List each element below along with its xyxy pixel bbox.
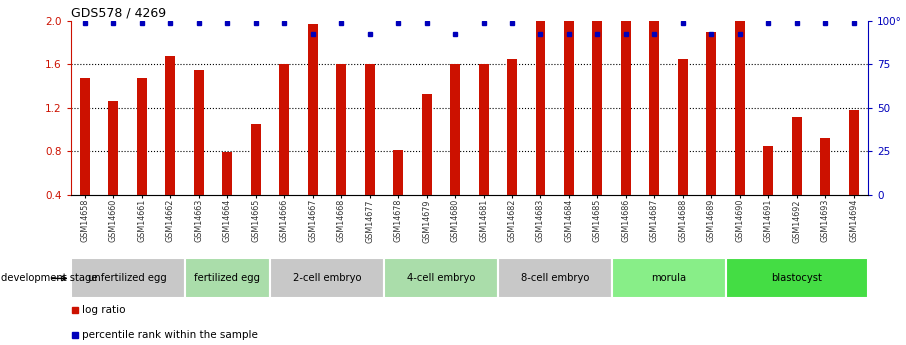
Bar — [593, 21, 602, 195]
Bar — [735, 21, 745, 195]
Bar — [726, 258, 868, 298]
Bar — [109, 101, 119, 195]
Bar — [137, 78, 147, 195]
Bar — [364, 64, 375, 195]
Bar — [251, 124, 261, 195]
Bar — [222, 152, 232, 195]
Bar — [820, 138, 830, 195]
Text: 4-cell embryo: 4-cell embryo — [407, 273, 475, 283]
Bar — [507, 59, 517, 195]
Bar — [478, 64, 488, 195]
Bar — [678, 59, 688, 195]
Bar — [384, 258, 497, 298]
Bar — [308, 24, 318, 195]
Text: fertilized egg: fertilized egg — [194, 273, 260, 283]
Bar — [71, 258, 185, 298]
Text: log ratio: log ratio — [82, 305, 125, 315]
Text: development stage: development stage — [1, 273, 97, 283]
Bar — [612, 258, 726, 298]
Bar — [279, 64, 289, 195]
Bar — [792, 117, 802, 195]
Text: 8-cell embryo: 8-cell embryo — [521, 273, 589, 283]
Bar — [535, 21, 545, 195]
Bar — [270, 258, 384, 298]
Bar — [707, 32, 717, 195]
Text: unfertilized egg: unfertilized egg — [88, 273, 167, 283]
Bar — [80, 78, 90, 195]
Text: GDS578 / 4269: GDS578 / 4269 — [71, 7, 166, 20]
Bar — [421, 93, 431, 195]
Bar — [849, 110, 859, 195]
Text: 2-cell embryo: 2-cell embryo — [293, 273, 361, 283]
Bar — [194, 70, 204, 195]
Text: morula: morula — [651, 273, 686, 283]
Text: blastocyst: blastocyst — [771, 273, 823, 283]
Bar — [564, 21, 574, 195]
Bar — [763, 146, 773, 195]
Text: percentile rank within the sample: percentile rank within the sample — [82, 330, 257, 340]
Bar — [166, 56, 176, 195]
Bar — [497, 258, 612, 298]
Bar — [393, 150, 403, 195]
Bar — [185, 258, 270, 298]
Bar — [450, 64, 460, 195]
Bar — [621, 21, 631, 195]
Bar — [650, 21, 660, 195]
Bar — [336, 64, 346, 195]
